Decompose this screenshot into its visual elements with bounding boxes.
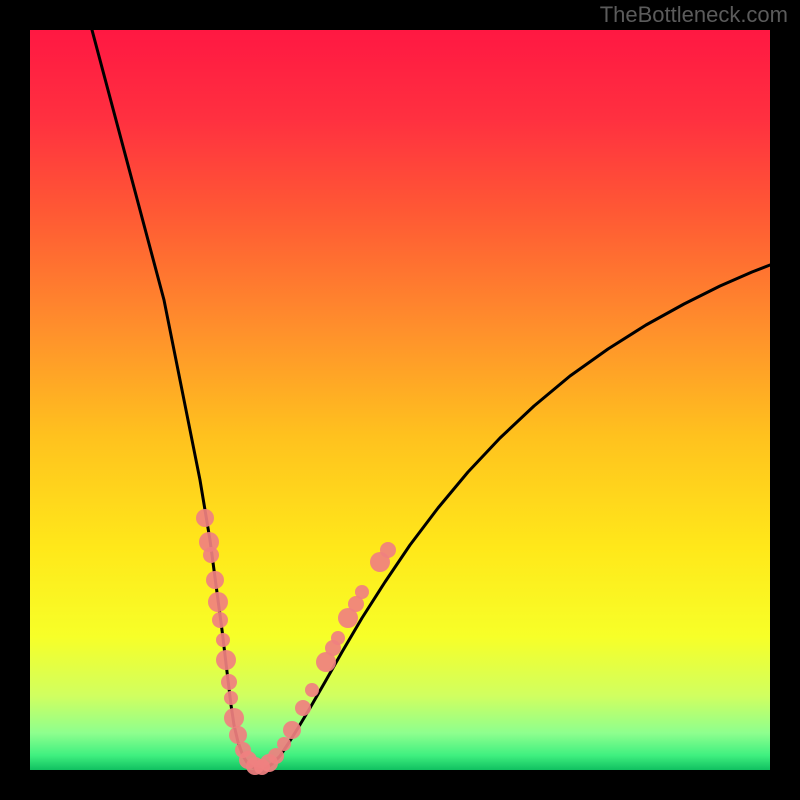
data-marker <box>305 683 319 697</box>
data-marker <box>203 547 219 563</box>
data-marker <box>216 633 230 647</box>
data-marker <box>380 542 396 558</box>
data-marker <box>277 737 291 751</box>
data-marker <box>331 631 345 645</box>
curve-layer <box>30 30 770 770</box>
data-marker <box>212 612 228 628</box>
data-marker <box>216 650 236 670</box>
chart-canvas: TheBottleneck.com <box>0 0 800 800</box>
data-marker <box>196 509 214 527</box>
data-marker <box>224 691 238 705</box>
watermark-text: TheBottleneck.com <box>600 2 788 28</box>
marker-group <box>196 509 396 775</box>
plot-area <box>30 30 770 770</box>
data-marker <box>221 674 237 690</box>
data-marker <box>229 726 247 744</box>
data-marker <box>295 700 311 716</box>
data-marker <box>206 571 224 589</box>
data-marker <box>355 585 369 599</box>
data-marker <box>208 592 228 612</box>
bottleneck-curve <box>92 30 770 769</box>
data-marker <box>224 708 244 728</box>
data-marker <box>283 721 301 739</box>
